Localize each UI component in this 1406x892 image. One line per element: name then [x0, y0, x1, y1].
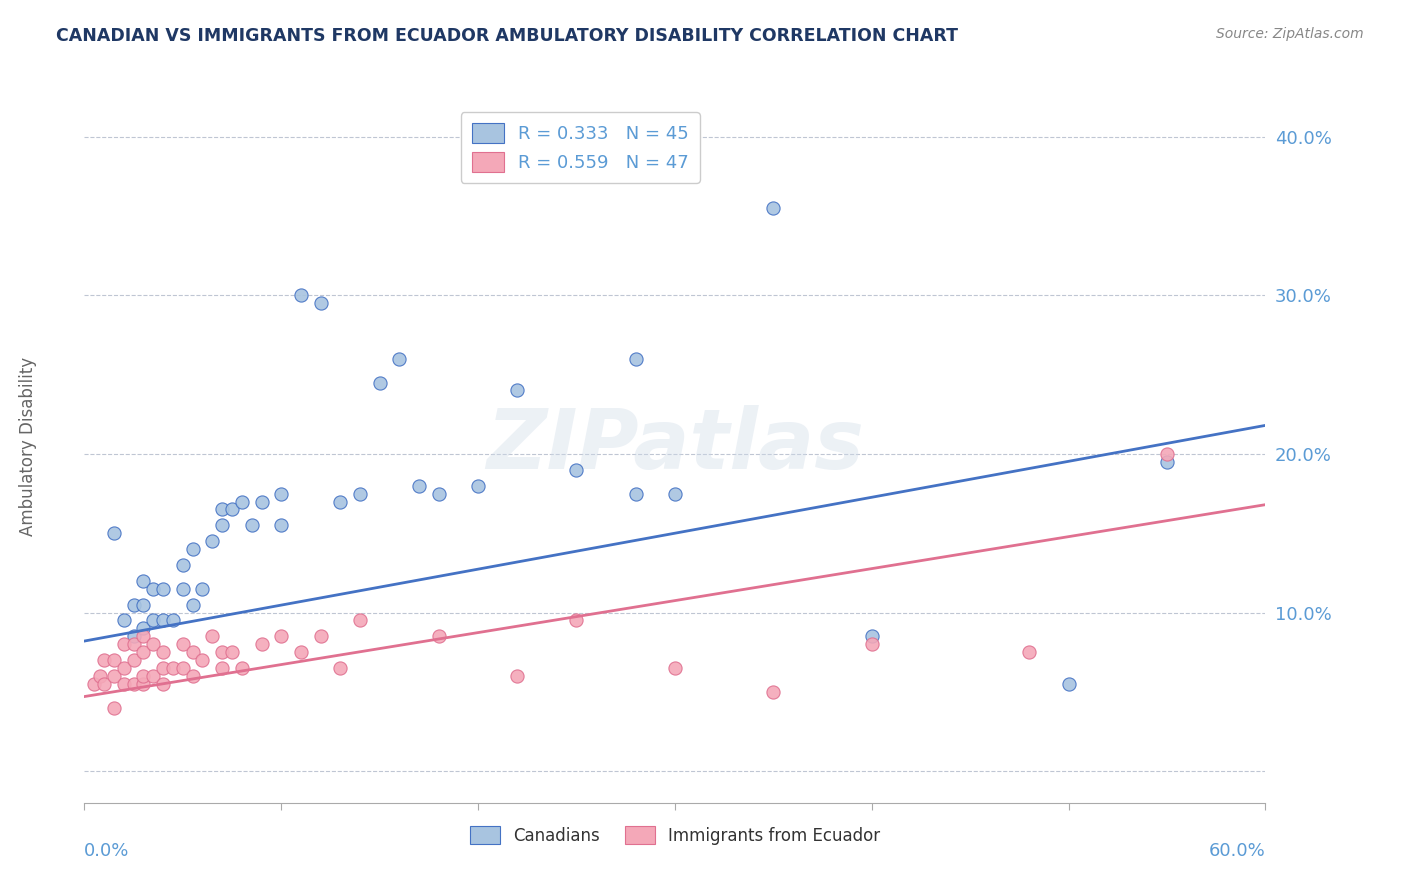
Point — [122, 637, 145, 651]
Point — [142, 614, 165, 628]
Point — [142, 582, 165, 596]
Point — [860, 637, 883, 651]
Point — [762, 201, 785, 215]
Point — [112, 661, 135, 675]
Point — [132, 621, 155, 635]
Point — [388, 351, 411, 366]
Point — [221, 502, 243, 516]
Point — [152, 661, 174, 675]
Point — [309, 629, 332, 643]
Point — [368, 376, 391, 390]
Point — [250, 637, 273, 651]
Point — [132, 669, 155, 683]
Point — [250, 494, 273, 508]
Point — [221, 645, 243, 659]
Point — [181, 669, 204, 683]
Point — [152, 614, 174, 628]
Point — [211, 645, 233, 659]
Point — [103, 526, 125, 541]
Text: Ambulatory Disability: Ambulatory Disability — [20, 357, 37, 535]
Point — [132, 677, 155, 691]
Point — [467, 478, 489, 492]
Point — [132, 629, 155, 643]
Point — [152, 582, 174, 596]
Point — [349, 614, 371, 628]
Point — [172, 582, 194, 596]
Point — [1156, 455, 1178, 469]
Point — [270, 629, 292, 643]
Point — [349, 486, 371, 500]
Text: 60.0%: 60.0% — [1209, 842, 1265, 861]
Point — [122, 677, 145, 691]
Point — [329, 494, 352, 508]
Point — [309, 296, 332, 310]
Point — [112, 614, 135, 628]
Point — [762, 685, 785, 699]
Point — [181, 598, 204, 612]
Point — [664, 129, 686, 144]
Point — [408, 478, 430, 492]
Point — [624, 486, 647, 500]
Point — [83, 677, 105, 691]
Text: 0.0%: 0.0% — [84, 842, 129, 861]
Point — [122, 629, 145, 643]
Point — [112, 637, 135, 651]
Point — [664, 661, 686, 675]
Point — [211, 502, 233, 516]
Point — [506, 669, 529, 683]
Point — [270, 486, 292, 500]
Point — [162, 614, 184, 628]
Point — [1018, 645, 1040, 659]
Point — [191, 653, 214, 667]
Point — [122, 653, 145, 667]
Point — [290, 288, 312, 302]
Point — [152, 677, 174, 691]
Point — [172, 661, 194, 675]
Point — [112, 677, 135, 691]
Point — [1156, 447, 1178, 461]
Text: ZIPatlas: ZIPatlas — [486, 406, 863, 486]
Point — [201, 629, 224, 643]
Point — [122, 598, 145, 612]
Point — [132, 574, 155, 588]
Point — [162, 661, 184, 675]
Point — [1057, 677, 1080, 691]
Point — [860, 629, 883, 643]
Point — [427, 486, 450, 500]
Point — [103, 653, 125, 667]
Point — [427, 629, 450, 643]
Point — [211, 661, 233, 675]
Point — [201, 534, 224, 549]
Point — [142, 669, 165, 683]
Point — [191, 582, 214, 596]
Legend: Canadians, Immigrants from Ecuador: Canadians, Immigrants from Ecuador — [463, 820, 887, 852]
Point — [624, 351, 647, 366]
Point — [181, 645, 204, 659]
Point — [103, 700, 125, 714]
Point — [89, 669, 111, 683]
Point — [172, 637, 194, 651]
Point — [240, 518, 263, 533]
Point — [211, 518, 233, 533]
Point — [329, 661, 352, 675]
Point — [152, 645, 174, 659]
Point — [270, 518, 292, 533]
Point — [103, 669, 125, 683]
Point — [132, 645, 155, 659]
Point — [132, 598, 155, 612]
Point — [565, 463, 588, 477]
Point — [506, 384, 529, 398]
Point — [172, 558, 194, 572]
Point — [290, 645, 312, 659]
Text: CANADIAN VS IMMIGRANTS FROM ECUADOR AMBULATORY DISABILITY CORRELATION CHART: CANADIAN VS IMMIGRANTS FROM ECUADOR AMBU… — [56, 27, 959, 45]
Point — [181, 542, 204, 557]
Point — [93, 677, 115, 691]
Point — [664, 486, 686, 500]
Text: Source: ZipAtlas.com: Source: ZipAtlas.com — [1216, 27, 1364, 41]
Point — [93, 653, 115, 667]
Point — [565, 614, 588, 628]
Point — [142, 637, 165, 651]
Point — [231, 661, 253, 675]
Point — [231, 494, 253, 508]
